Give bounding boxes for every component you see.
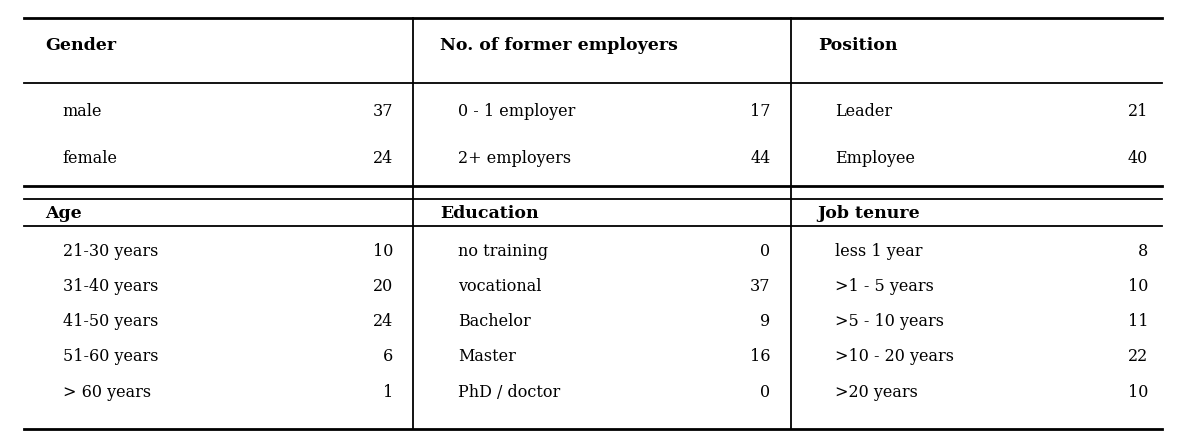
Text: 10: 10 (1128, 279, 1148, 295)
Text: PhD / doctor: PhD / doctor (458, 384, 560, 400)
Text: 17: 17 (750, 103, 771, 120)
Text: >10 - 20 years: >10 - 20 years (835, 349, 955, 365)
Text: 10: 10 (373, 244, 393, 260)
Text: 11: 11 (1128, 314, 1148, 330)
Text: male: male (63, 103, 101, 120)
Text: 21-30 years: 21-30 years (63, 244, 158, 260)
Text: 51-60 years: 51-60 years (63, 349, 158, 365)
Text: >5 - 10 years: >5 - 10 years (835, 314, 944, 330)
Text: 9: 9 (760, 314, 771, 330)
Text: 24: 24 (373, 314, 393, 330)
Text: 10: 10 (1128, 384, 1148, 400)
Text: 6: 6 (382, 349, 393, 365)
Text: Bachelor: Bachelor (458, 314, 531, 330)
Text: Position: Position (818, 38, 897, 54)
Text: 24: 24 (373, 150, 393, 167)
Text: 31-40 years: 31-40 years (63, 279, 158, 295)
Text: Education: Education (440, 205, 539, 222)
Text: Gender: Gender (45, 38, 116, 54)
Text: Leader: Leader (835, 103, 892, 120)
Text: less 1 year: less 1 year (835, 244, 923, 260)
Text: 0 - 1 employer: 0 - 1 employer (458, 103, 575, 120)
Text: 37: 37 (750, 279, 771, 295)
Text: 0: 0 (760, 384, 771, 400)
Text: 2+ employers: 2+ employers (458, 150, 571, 167)
Text: 16: 16 (750, 349, 771, 365)
Text: Employee: Employee (835, 150, 916, 167)
Text: 21: 21 (1128, 103, 1148, 120)
Text: >20 years: >20 years (835, 384, 918, 400)
Text: vocational: vocational (458, 279, 542, 295)
Text: 40: 40 (1128, 150, 1148, 167)
Text: 22: 22 (1128, 349, 1148, 365)
Text: Age: Age (45, 205, 81, 222)
Text: female: female (63, 150, 118, 167)
Text: 37: 37 (373, 103, 393, 120)
Text: 0: 0 (760, 244, 771, 260)
Text: Master: Master (458, 349, 516, 365)
Text: 44: 44 (750, 150, 771, 167)
Text: No. of former employers: No. of former employers (440, 38, 678, 54)
Text: no training: no training (458, 244, 548, 260)
Text: >1 - 5 years: >1 - 5 years (835, 279, 935, 295)
Text: > 60 years: > 60 years (63, 384, 151, 400)
Text: 20: 20 (373, 279, 393, 295)
Text: 1: 1 (382, 384, 393, 400)
Text: 41-50 years: 41-50 years (63, 314, 158, 330)
Text: 8: 8 (1138, 244, 1148, 260)
Text: Job tenure: Job tenure (818, 205, 920, 222)
